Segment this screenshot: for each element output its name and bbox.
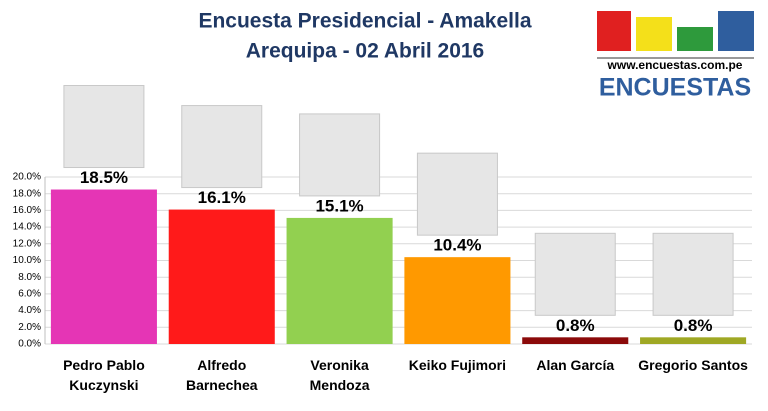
x-tick-label: Alfredo Barnechea: [185, 357, 258, 393]
bar: [522, 337, 629, 344]
bar: [404, 257, 511, 344]
bar: [168, 209, 275, 344]
x-tick-label: Gregorio Santos: [638, 357, 748, 373]
value-label: 18.5%: [80, 168, 128, 187]
y-tick-label: 20.0%: [13, 172, 41, 183]
y-tick-label: 4.0%: [18, 305, 41, 316]
y-tick-label: 8.0%: [18, 272, 41, 283]
y-tick-label: 0.0%: [18, 339, 41, 350]
photo-placeholder: [534, 232, 616, 316]
chart-subtitle: Arequipa - 02 Abril 2016: [246, 40, 484, 63]
y-tick-label: 16.0%: [13, 205, 41, 216]
y-tick-label: 18.0%: [13, 188, 41, 199]
brand: ENCUESTAS: [599, 74, 751, 102]
value-label: 0.8%: [556, 316, 595, 335]
x-tick-label: Alan García: [536, 357, 615, 373]
photo-placeholder: [63, 85, 145, 169]
photo-placeholder: [652, 232, 734, 316]
y-tick-label: 2.0%: [18, 322, 41, 333]
bar: [286, 217, 393, 344]
logo: [597, 11, 754, 59]
x-tick-label: Keiko Fujimori: [408, 357, 507, 373]
bar: [50, 189, 157, 344]
x-tick-label: Pedro Pablo Kuczynski: [63, 357, 145, 393]
y-tick-label: 10.0%: [13, 255, 41, 266]
bar: [640, 337, 747, 344]
value-label: 10.4%: [433, 236, 481, 255]
photo-placeholder: [299, 113, 381, 197]
value-label: 15.1%: [315, 196, 363, 215]
value-label: 16.1%: [198, 188, 246, 207]
photo-placeholder: [416, 152, 498, 236]
source-url: www.encuestas.com.pe: [607, 58, 743, 72]
y-tick-label: 12.0%: [13, 238, 41, 249]
y-tick-label: 6.0%: [18, 289, 41, 300]
photo-placeholder: [181, 105, 263, 189]
x-tick-label: Veronika Mendoza: [309, 357, 370, 393]
y-tick-label: 14.0%: [13, 222, 41, 233]
chart-title: Encuesta Presidencial - Amakella: [198, 10, 531, 33]
value-label: 0.8%: [674, 316, 713, 335]
